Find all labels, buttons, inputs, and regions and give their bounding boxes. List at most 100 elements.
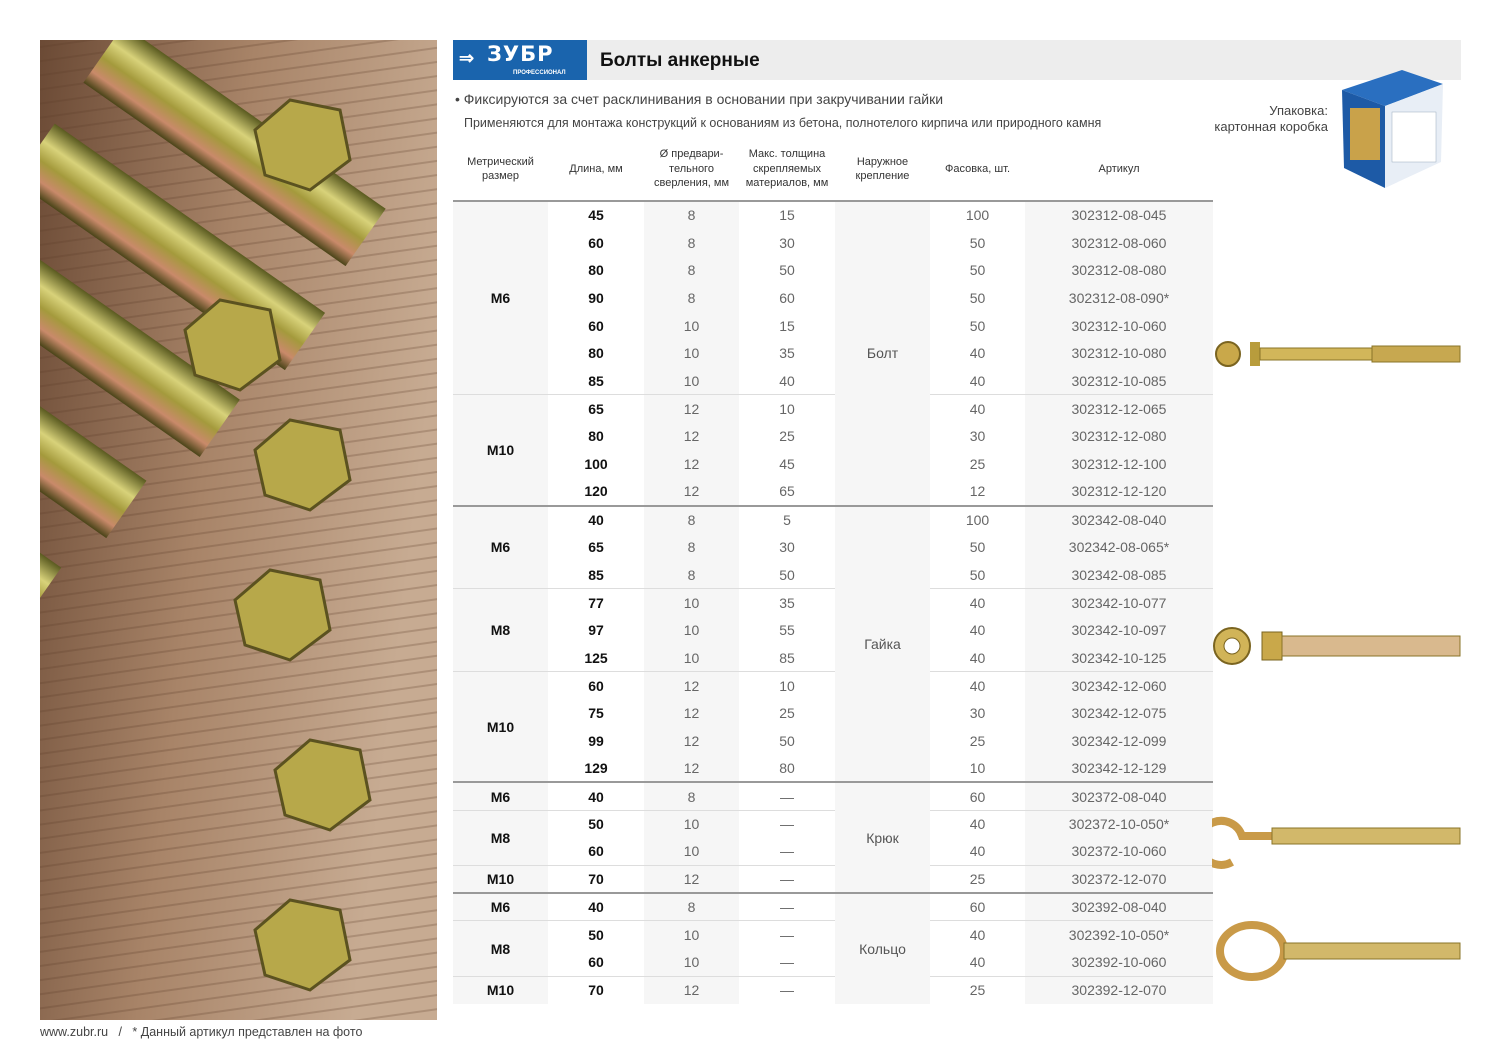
table-row: М10 70 12— 25 302372-12-070: [453, 865, 1213, 894]
table-row: М8 50 10—40 302372-10-050*: [453, 809, 1213, 866]
metric-size-cell: М8: [453, 588, 548, 672]
max-thickness-cell: —: [739, 920, 835, 949]
metric-size-cell: М10: [453, 865, 548, 894]
pack-quantity-cell: 40: [930, 809, 1025, 838]
pack-quantity-cell: 50: [969, 539, 986, 556]
fastening-type-cell: Болт: [835, 201, 930, 506]
metric-size-cell: М6: [453, 781, 548, 811]
table-row: М6 40 8— Кольцо 60 302392-08-040: [453, 892, 1213, 1004]
column-header: Метрический размер: [453, 138, 548, 202]
max-thickness-cell: 15: [779, 317, 795, 334]
drill-diameter-cell: 12: [644, 754, 739, 783]
article-cell: 302342-12-060: [1025, 671, 1213, 700]
drill-diameter-cell: 12: [644, 394, 739, 423]
drill-diameter-cell: 10: [644, 920, 739, 949]
max-thickness-cell: 35: [739, 588, 835, 617]
pack-quantity-cell: 40: [969, 954, 986, 971]
max-thickness-cell: 65: [779, 483, 795, 500]
column-header: Наружное крепление: [835, 138, 930, 202]
drill-diameter-cell: 10: [644, 837, 739, 866]
description: Применяются для монтажа конструкций к ос…: [464, 116, 1102, 130]
pack-quantity-cell: 40: [930, 588, 1025, 617]
length-cell: 120: [584, 483, 608, 500]
article-cell: 302342-12-075: [1025, 699, 1213, 728]
column-header: Ø предвари-тельного сверления, мм: [644, 138, 739, 202]
length-cell: 99: [588, 732, 604, 749]
drill-diameter-cell: 12: [644, 477, 739, 506]
pack-quantity-cell: 40: [969, 622, 986, 639]
table-row: М6 40 8 5 Гайка 100 302342-08-040: [453, 504, 1213, 783]
length-cell: 97: [588, 622, 604, 639]
max-thickness-cell: 45: [779, 456, 795, 473]
table-row: 65 8 30 50 302342-08-065*: [453, 533, 1213, 561]
pack-quantity-cell: 40: [930, 394, 1025, 423]
article-cell: 302342-12-129: [1025, 754, 1213, 783]
max-thickness-cell: —: [739, 865, 835, 894]
article-cell: 302312-12-100: [1025, 450, 1213, 478]
pack-quantity-cell: 40: [969, 372, 986, 389]
pack-quantity-cell: 50: [969, 289, 986, 306]
table-row: 97 10 55 40 302342-10-097: [453, 616, 1213, 644]
drill-diameter-cell: 10: [644, 339, 739, 368]
length-cell: 125: [584, 649, 608, 666]
article-cell: 302372-12-070: [1025, 865, 1213, 894]
article-cell: 302312-08-090*: [1025, 284, 1213, 312]
drill-diameter-cell: 8: [644, 560, 739, 589]
length-cell: 80: [588, 428, 604, 445]
table-row: 75 12 25 30 302342-12-075: [453, 699, 1213, 728]
header-bar: [453, 40, 1461, 80]
max-thickness-cell: 35: [779, 345, 795, 362]
max-thickness-cell: 80: [779, 760, 795, 777]
drill-diameter-cell: 8: [644, 504, 739, 534]
length-cell: 85: [588, 566, 604, 583]
table-row: 60 10 — 40 302372-10-060: [453, 837, 1213, 866]
fastening-type-cell: Крюк: [835, 781, 930, 894]
length-cell: 80: [588, 345, 604, 362]
fastening-type-cell: Гайка: [835, 504, 930, 783]
length-cell: 100: [584, 456, 608, 473]
website-link[interactable]: www.zubr.ru: [40, 1025, 109, 1039]
metric-size-cell: М8: [453, 809, 548, 866]
logo-text: ЗУБР: [487, 42, 554, 66]
pack-quantity-cell: 25: [930, 975, 1025, 1004]
pack-quantity-cell: 40: [930, 920, 1025, 949]
max-thickness-cell: 10: [739, 671, 835, 700]
length-cell: 40: [548, 781, 644, 811]
table-body: М6 45 8 15 Болт 100 302312-08-045 60 8 30 50 302312…: [453, 201, 1213, 1004]
max-thickness-cell: —: [780, 843, 794, 860]
footer: www.zubr.ru / * Данный артикул представл…: [40, 1025, 362, 1039]
pack-quantity-cell: 60: [930, 781, 1025, 811]
article-cell: 302392-10-060: [1025, 948, 1213, 977]
table-header-row: Метрический размер Длина, мм Ø предвари-те…: [453, 138, 1213, 202]
pack-quantity-cell: 25: [930, 865, 1025, 894]
drill-diameter-cell: 8: [644, 256, 739, 285]
length-cell: 85: [588, 372, 604, 389]
table-row: 90 8 60 50 302312-08-090*: [453, 284, 1213, 312]
article-cell: 302392-10-050*: [1025, 920, 1213, 949]
pack-quantity-cell: 12: [969, 483, 986, 500]
length-cell: 60: [588, 954, 604, 971]
table-row: 80 8 50 50 302312-08-080: [453, 256, 1213, 285]
length-cell: 40: [548, 892, 644, 921]
drill-diameter-cell: 10: [644, 616, 739, 644]
max-thickness-cell: 40: [779, 372, 795, 389]
footnote: * Данный артикул представлен на фото: [132, 1025, 363, 1039]
table-row: 60 10 — 40 302392-10-060: [453, 948, 1213, 977]
logo-arrow-icon: ⇒: [459, 48, 475, 68]
drill-diameter-cell: 10: [644, 311, 739, 340]
anchor-ring-image: [1216, 921, 1461, 981]
article-cell: 302372-08-040: [1025, 781, 1213, 811]
product-photo-bolts-on-wood: [40, 40, 437, 1020]
article-cell: 302312-10-080: [1025, 339, 1213, 368]
drill-diameter-cell: 8: [644, 533, 739, 561]
max-thickness-cell: 50: [779, 262, 795, 279]
drill-diameter-cell: 8: [644, 201, 739, 229]
packaging-value: картонная коробка: [1214, 119, 1328, 134]
pack-quantity-cell: 50: [969, 566, 986, 583]
drill-diameter-cell: 12: [644, 699, 739, 728]
article-cell: 302312-10-085: [1025, 367, 1213, 395]
metric-size-cell: М8: [453, 920, 548, 977]
max-thickness-cell: 10: [739, 394, 835, 423]
max-thickness-cell: 55: [779, 622, 795, 639]
table-row: 99 12 50 25 302342-12-099: [453, 727, 1213, 755]
